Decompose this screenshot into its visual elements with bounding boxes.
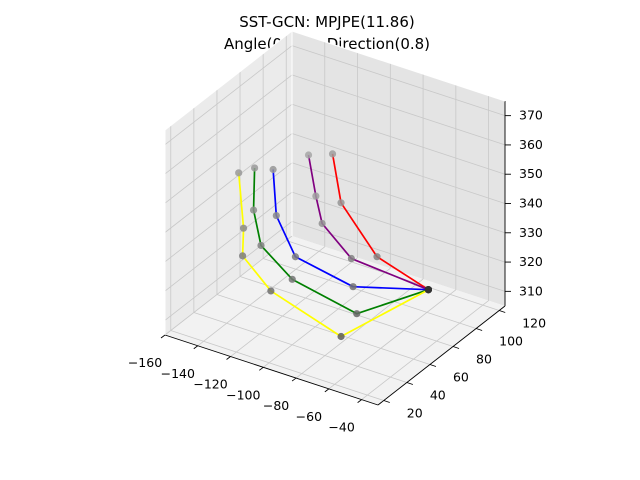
wrist-joint-marker — [424, 286, 432, 294]
y-tick-mark — [452, 346, 460, 349]
grid-line-z-right — [291, 220, 506, 292]
x-tick-mark — [259, 366, 264, 371]
grid-line-z-left — [164, 74, 293, 175]
x-tick-mark — [160, 334, 166, 339]
z-tick-label: 350 — [519, 166, 543, 181]
grid-line-z-right — [291, 162, 506, 234]
y-tick-label: 80 — [476, 352, 492, 367]
grid-line-y-floor — [170, 330, 384, 401]
y-tick-label: 120 — [522, 316, 546, 331]
grid-line-x-floor — [230, 257, 358, 357]
x-tick-label: −140 — [161, 366, 195, 381]
joint-marker — [318, 219, 326, 228]
grid-line-z-right — [291, 133, 506, 204]
z-tick-label: 360 — [519, 137, 543, 152]
x-axis-line — [164, 334, 379, 406]
grid-line-z-left — [164, 191, 293, 292]
joint-marker — [272, 211, 280, 220]
x-tick-label: −100 — [226, 387, 260, 402]
joint-marker — [337, 199, 345, 207]
grid-line-z-left — [164, 221, 293, 321]
grid-line-z-right — [291, 74, 506, 146]
y-tick-mark — [475, 328, 483, 331]
pane-edge — [164, 30, 293, 131]
z-tick-label: 320 — [519, 254, 543, 269]
y-tick-label: 20 — [407, 406, 423, 421]
joint-marker — [312, 192, 320, 200]
joint-marker — [251, 164, 259, 172]
grid-line-x-floor — [361, 300, 489, 400]
x-tick-label: −120 — [193, 377, 227, 392]
axes-ticks: −160−140−120−100−80 −60 −40 20 40 60 80 100 120 3… — [128, 108, 546, 435]
joint-marker — [269, 165, 277, 174]
grid-line-z-left — [164, 162, 293, 263]
finger-line-3 — [252, 167, 429, 315]
y-tick-mark — [499, 310, 506, 313]
y-tick-label: 60 — [453, 370, 469, 385]
grid-line-x-floor — [328, 289, 457, 390]
y-tick-mark — [406, 382, 414, 385]
grid-line-z-left — [164, 45, 293, 145]
grid-line-y-floor — [216, 294, 431, 365]
z-tick-label: 370 — [519, 108, 543, 123]
x-tick-label: −160 — [128, 355, 162, 370]
z-tick-label: 340 — [519, 196, 543, 211]
finger-line-0 — [331, 153, 429, 291]
grid-line-z-right — [291, 45, 506, 117]
x-tick-mark — [324, 388, 330, 393]
x-tick-mark — [226, 356, 231, 360]
chart-title: SST-GCN: MPJPE(11.86) — [239, 13, 415, 31]
joint-marker — [347, 254, 355, 263]
joint-marker — [349, 283, 357, 291]
grid-line-y-floor — [193, 312, 407, 383]
grid-line-x-floor — [164, 235, 293, 336]
grid-line-x-floor — [197, 246, 326, 347]
z-tick-label: 310 — [519, 283, 543, 298]
joint-marker — [291, 253, 300, 261]
y-tick-label: 100 — [499, 334, 523, 349]
grid-line-y-floor — [263, 258, 477, 329]
grid-line-x-floor — [295, 278, 424, 379]
y-tick-mark — [383, 400, 390, 403]
joint-marker — [304, 151, 313, 159]
grid-line-z-left — [164, 103, 293, 204]
joint-marker — [288, 275, 296, 283]
pane-edge — [291, 30, 506, 102]
y-tick-mark — [429, 364, 437, 367]
joint-marker — [239, 224, 248, 232]
joint-marker — [267, 287, 275, 295]
grid-line-z-right — [291, 103, 506, 175]
axes-grid — [164, 31, 506, 401]
y-tick-label: 40 — [430, 388, 446, 403]
x-tick-mark — [193, 345, 199, 350]
skeleton-series — [235, 150, 432, 341]
grid-line-x-floor — [263, 267, 391, 368]
x-tick-label: −60 — [296, 409, 322, 424]
grid-line-y-floor — [239, 276, 454, 347]
axes-panes — [165, 31, 505, 405]
grid-line-z-right — [291, 191, 506, 263]
joint-marker — [257, 241, 265, 250]
x-tick-label: −40 — [328, 420, 354, 435]
y-axis-line — [377, 305, 506, 406]
joint-marker — [235, 169, 243, 177]
x-tick-label: −80 — [263, 398, 289, 413]
z-tick-label: 330 — [519, 225, 543, 240]
joint-marker — [353, 310, 361, 318]
joint-marker — [249, 206, 258, 214]
grid-line-z-left — [164, 133, 293, 233]
x-tick-mark — [357, 399, 362, 403]
finger-line-4 — [237, 172, 429, 338]
joint-marker — [373, 253, 381, 261]
joint-marker — [239, 252, 247, 260]
joint-marker — [337, 332, 345, 341]
x-tick-mark — [291, 377, 297, 382]
joint-marker — [328, 150, 337, 158]
